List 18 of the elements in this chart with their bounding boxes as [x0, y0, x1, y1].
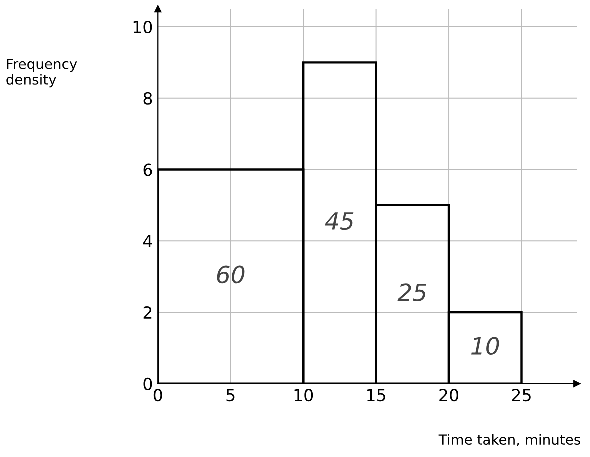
y-tick-label: 10: [134, 20, 152, 34]
x-tick-label: 10: [294, 389, 314, 402]
y-tick-label: 6: [144, 164, 152, 176]
x-tick-label: 20: [440, 389, 459, 402]
annotation: 25: [398, 284, 426, 302]
y-tick-label: 0: [144, 378, 152, 390]
x-tick-label: 15: [368, 389, 386, 402]
y-tick-label: 4: [143, 235, 152, 248]
annotation: 10: [472, 337, 500, 356]
annotation: 45: [325, 212, 354, 230]
x-axis-title: Time taken, minutes: [438, 434, 580, 446]
y-axis-title: Frequency density: [6, 59, 78, 88]
y-tick-label: 2: [144, 306, 152, 319]
x-tick-label: 0: [154, 389, 162, 402]
x-tick-label: 25: [512, 389, 531, 402]
annotation: 60: [217, 266, 245, 284]
x-tick-label: 5: [226, 389, 235, 402]
y-tick-label: 8: [144, 92, 152, 105]
